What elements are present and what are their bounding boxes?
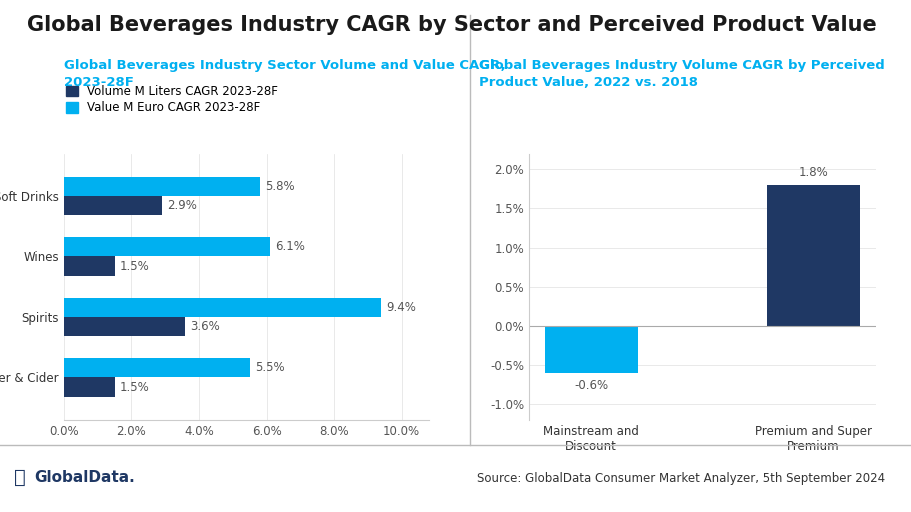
- Text: 6.1%: 6.1%: [274, 240, 304, 253]
- Text: Global Beverages Industry Sector Volume and Value CAGR,
2023-28F: Global Beverages Industry Sector Volume …: [64, 59, 505, 89]
- Text: ⓘ: ⓘ: [15, 468, 26, 487]
- Bar: [64, 177, 260, 196]
- Text: Global Beverages Industry Volume CAGR by Perceived
Product Value, 2022 vs. 2018: Global Beverages Industry Volume CAGR by…: [478, 59, 884, 89]
- Text: Global Beverages Industry CAGR by Sector and Perceived Product Value: Global Beverages Industry CAGR by Sector…: [27, 15, 876, 35]
- Text: 2.9%: 2.9%: [167, 199, 197, 212]
- Text: 1.5%: 1.5%: [119, 380, 149, 394]
- Text: 1.5%: 1.5%: [119, 260, 149, 273]
- Text: -0.6%: -0.6%: [574, 379, 608, 392]
- Text: 5.8%: 5.8%: [264, 180, 294, 193]
- Bar: [64, 377, 115, 397]
- Bar: [64, 196, 161, 216]
- Text: 9.4%: 9.4%: [386, 301, 415, 314]
- Bar: [544, 326, 637, 373]
- Text: 1.8%: 1.8%: [797, 166, 827, 179]
- Text: Source: GlobalData Consumer Market Analyzer, 5th September 2024: Source: GlobalData Consumer Market Analy…: [476, 472, 884, 485]
- Bar: [766, 185, 859, 326]
- Legend: Volume M Liters CAGR 2023-28F, Value M Euro CAGR 2023-28F: Volume M Liters CAGR 2023-28F, Value M E…: [66, 85, 278, 115]
- Text: GlobalData.: GlobalData.: [35, 470, 135, 485]
- Bar: [64, 237, 270, 257]
- Bar: [64, 257, 115, 276]
- Bar: [64, 317, 185, 336]
- Text: 3.6%: 3.6%: [190, 320, 220, 333]
- Bar: [64, 358, 250, 377]
- Bar: [64, 297, 381, 317]
- Text: 5.5%: 5.5%: [254, 361, 284, 374]
